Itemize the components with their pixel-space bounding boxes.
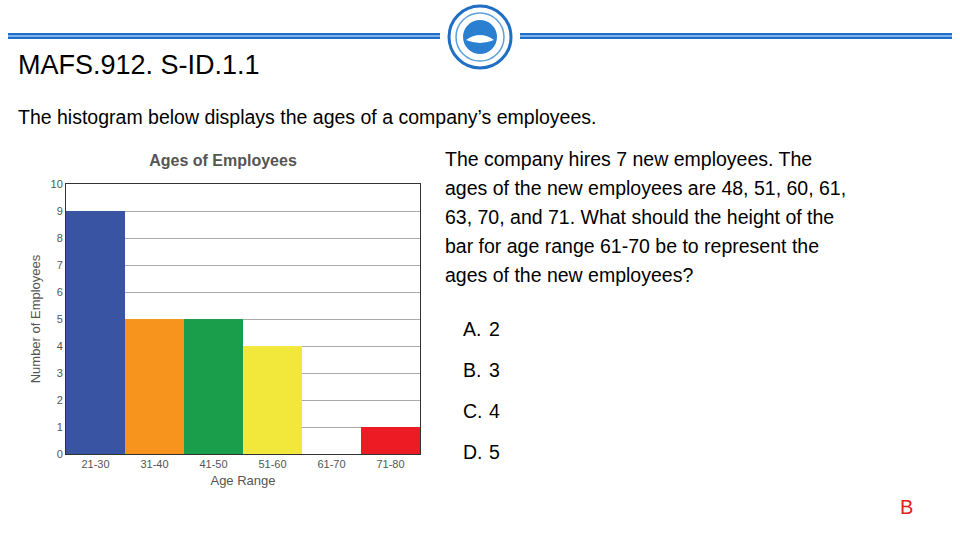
svg-text:9: 9 — [57, 205, 63, 217]
html-text:MAFS.912. S-ID.1.1: MAFS.912. S-ID.1.1 — [18, 50, 260, 80]
svg-text:5: 5 — [57, 313, 63, 325]
svg-text:31-40: 31-40 — [140, 458, 168, 470]
svg-text:21-30: 21-30 — [81, 458, 109, 470]
svg-text:61-70: 61-70 — [317, 458, 345, 470]
svg-text:10: 10 — [51, 178, 63, 190]
svg-text:7: 7 — [57, 259, 63, 271]
html-text:The histogram below displays t: The histogram below displays the ages of… — [18, 106, 597, 128]
svg-text:0: 0 — [57, 448, 63, 460]
html-text:The company hires 7 new employ: The company hires 7 new employees. The — [445, 148, 813, 170]
html-text:bar for age range 61-70 be to: bar for age range 61-70 be to represent … — [445, 235, 819, 257]
svg-text:4: 4 — [57, 340, 63, 352]
html-text:B: B — [900, 496, 914, 518]
svg-text:6: 6 — [57, 286, 63, 298]
svg-text:3: 3 — [57, 367, 63, 379]
html-text:A. 2: A. 2 — [463, 318, 500, 340]
html-text:C. 4: C. 4 — [463, 400, 500, 422]
html-text:D. 5: D. 5 — [463, 441, 500, 463]
svg-text:51-60: 51-60 — [258, 458, 286, 470]
svg-text:2: 2 — [57, 394, 63, 406]
svg-text:71-80: 71-80 — [376, 458, 404, 470]
html-text:B. 3: B. 3 — [463, 359, 500, 381]
svg-text:Number of Employees: Number of Employees — [28, 254, 43, 383]
html-text:63, 70, and 71. What should th: 63, 70, and 71. What should the height o… — [445, 206, 835, 228]
html-text:ages of the new employees?: ages of the new employees? — [445, 264, 694, 286]
svg-text:41-50: 41-50 — [199, 458, 227, 470]
svg-text:8: 8 — [57, 232, 63, 244]
svg-text:Ages of Employees: Ages of Employees — [149, 152, 297, 169]
svg-text:Age Range: Age Range — [210, 473, 275, 488]
html-text:ages of the new employees are: ages of the new employees are 48, 51, 60… — [445, 177, 847, 199]
svg-text:1: 1 — [57, 421, 63, 433]
